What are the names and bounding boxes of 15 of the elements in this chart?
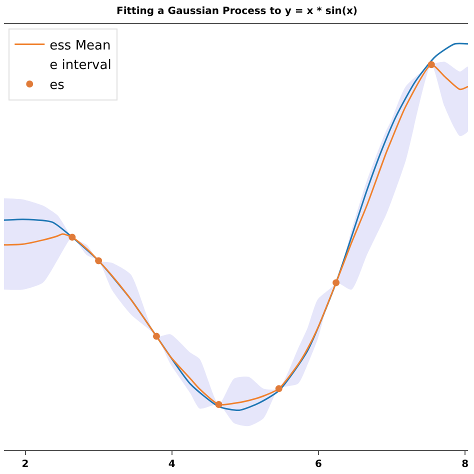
legend-label: es [50, 78, 65, 94]
x-tick-label: 2 [22, 459, 29, 470]
legend-label: ess Mean [50, 38, 111, 54]
point [152, 332, 160, 340]
point [332, 279, 340, 286]
point [428, 61, 435, 68]
point [68, 234, 76, 241]
point [275, 385, 282, 392]
chart-title: Fitting a Gaussian Process to y = x * sin(x) [116, 6, 358, 18]
x-tick-label: 4 [168, 459, 176, 470]
x-tick-label: 6 [314, 459, 322, 470]
x-tick-label: 8 [462, 459, 469, 470]
point [95, 257, 102, 264]
annotation: e interval [50, 58, 112, 74]
point [215, 401, 222, 408]
